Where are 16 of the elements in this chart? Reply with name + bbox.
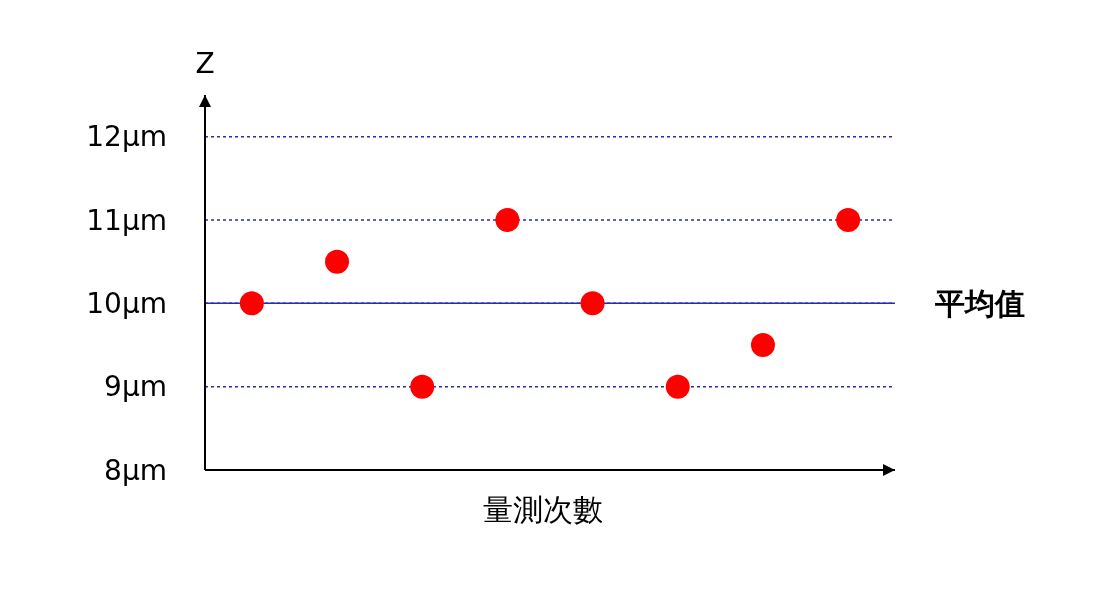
point [665,374,690,399]
point [410,374,435,399]
point [580,291,605,316]
point [239,291,264,316]
point [836,208,861,232]
ref-line-label: 平均值 [934,285,1025,321]
y-tick-label: 12μm [86,120,167,154]
y-axis-title: Z [195,47,215,80]
y-tick-label: 11μm [86,203,167,237]
y-tick-label: 9μm [104,370,167,404]
point [750,333,775,357]
y-tick-label: 8μm [104,453,167,487]
point [325,249,350,274]
point [495,208,520,232]
y-tick-label: 10μm [86,287,167,321]
x-axis-title: 量測次數 [483,492,603,527]
